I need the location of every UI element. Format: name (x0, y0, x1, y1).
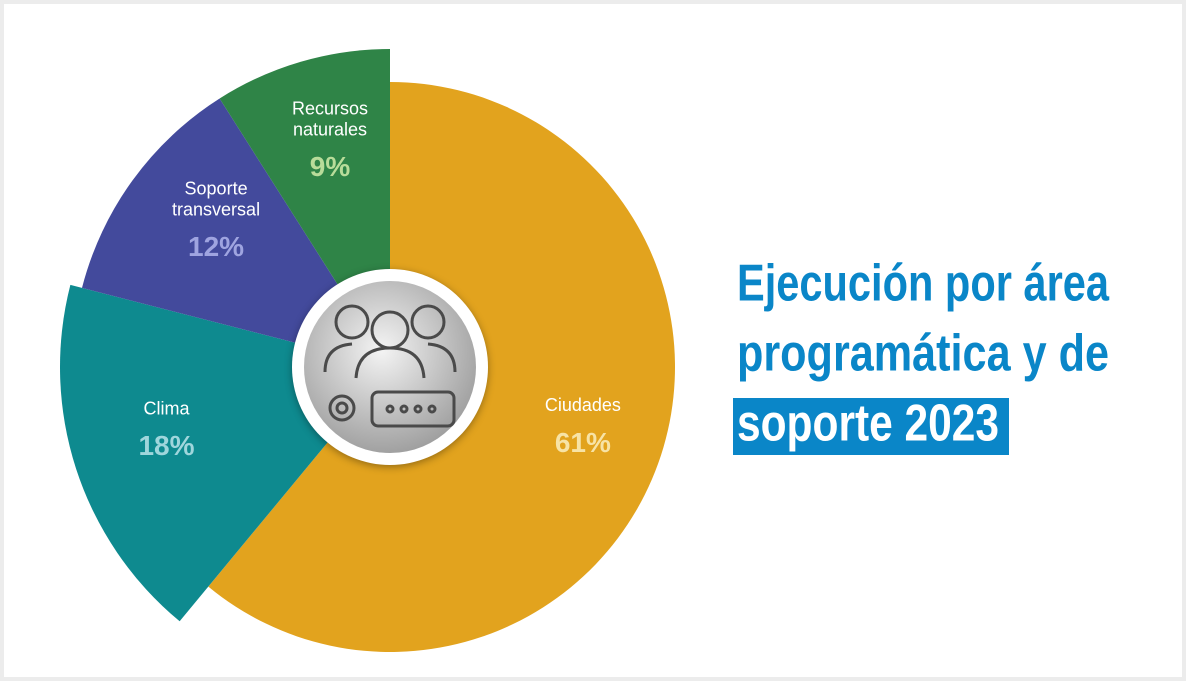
title-line: soporte 2023 (737, 395, 999, 453)
value-label: 12% (188, 231, 244, 262)
title-line: programática y de (737, 325, 1109, 383)
people-icon (323, 304, 457, 428)
value-label: 9% (310, 151, 351, 182)
slice-label: Recursos naturales (292, 98, 368, 139)
title-highlight (733, 398, 1009, 455)
title-line: Ejecución por área (737, 255, 1110, 313)
value-label: 61% (555, 427, 611, 458)
value-label: 18% (138, 430, 194, 461)
title: Ejecución por área programática y de sopor… (737, 255, 1110, 453)
slice-label: Ciudades (545, 395, 621, 415)
slice-label: Soporte transversal (172, 178, 260, 219)
slice-label: Clima (143, 398, 190, 418)
slice (81, 98, 391, 367)
